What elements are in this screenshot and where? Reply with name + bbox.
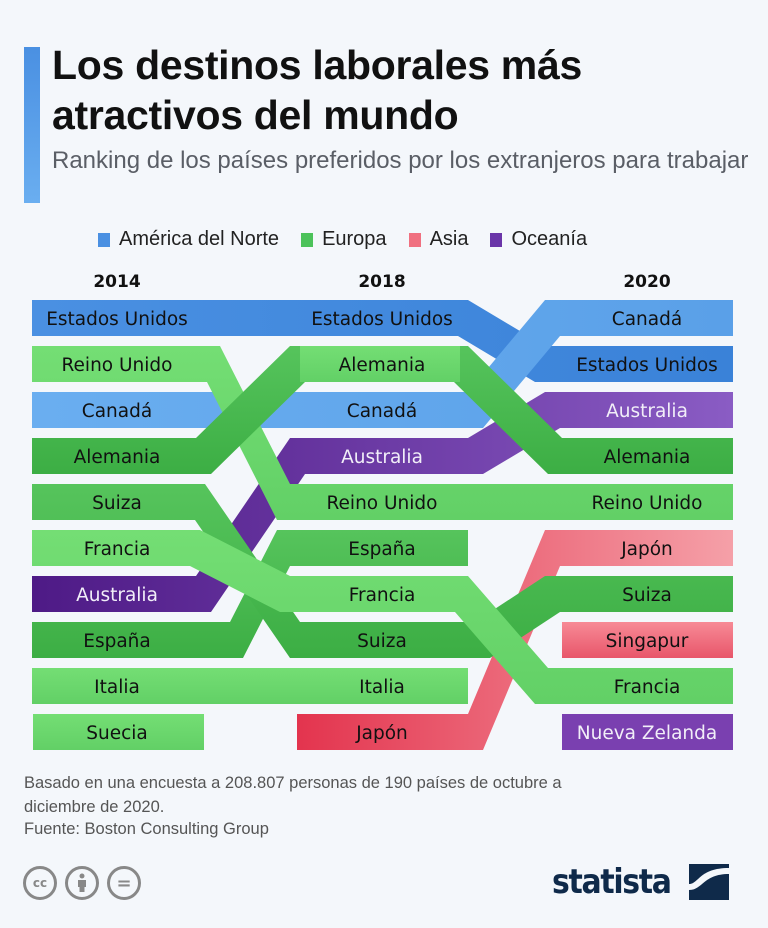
label-2020-2: Estados Unidos	[576, 355, 718, 376]
label-2020-3: Australia	[606, 401, 688, 422]
survey-note: Basado en una encuesta a 208.807 persona…	[24, 774, 562, 816]
label-2020-4: Alemania	[604, 447, 691, 468]
band-suecia	[33, 714, 204, 750]
band-singapur	[562, 622, 733, 658]
legend-label: América del Norte	[119, 228, 280, 250]
label-2014-2: Reino Unido	[62, 355, 173, 376]
label-2018-9: Italia	[359, 677, 405, 698]
label-2014-8: España	[83, 631, 150, 652]
label-2020-8: Singapur	[606, 631, 689, 652]
legend: América del Norte Europa Asia Oceanía	[98, 228, 587, 251]
band-reino-unido	[32, 346, 733, 520]
band-canada	[32, 300, 733, 428]
year-label-2014: 2014	[93, 272, 141, 292]
band-alemania-2018-highlight	[300, 346, 460, 382]
legend-item-europe: Europa	[301, 228, 387, 251]
legend-swatch-icon	[301, 232, 314, 247]
label-2014-6: Francia	[84, 539, 151, 560]
label-2020-5: Reino Unido	[592, 493, 703, 514]
label-2020-10: Nueva Zelanda	[577, 723, 717, 744]
page-title: Los destinos laborales más atractivos de…	[52, 42, 582, 138]
label-2020-6: Japón	[620, 539, 673, 560]
legend-swatch-icon	[98, 232, 110, 247]
label-2018-8: Suiza	[357, 631, 407, 652]
legend-item-asia: Asia	[408, 228, 469, 251]
statista-logo-icon	[688, 864, 729, 900]
legend-item-north-america: América del Norte	[98, 228, 279, 251]
label-2020-9: Francia	[614, 677, 681, 698]
source-note: Fuente: Boston Consulting Group	[24, 820, 269, 838]
legend-swatch-icon	[408, 232, 421, 247]
label-2018-6: España	[348, 539, 415, 560]
brand-name: statista	[552, 862, 672, 902]
legend-label: Asia	[429, 228, 469, 250]
band-alemania	[32, 346, 733, 474]
legend-label: Oceanía	[511, 228, 588, 250]
year-label-2020: 2020	[623, 272, 671, 292]
band-francia	[32, 530, 733, 704]
label-2014-5: Suiza	[92, 493, 142, 514]
legend-item-oceania: Oceanía	[490, 228, 587, 251]
legend-label: Europa	[322, 228, 387, 250]
label-2014-4: Alemania	[74, 447, 161, 468]
person-icon	[78, 873, 86, 892]
label-2020-7: Suiza	[622, 585, 672, 606]
year-label-2018: 2018	[358, 272, 406, 292]
label-2018-3: Canadá	[347, 401, 417, 422]
label-2018-5: Reino Unido	[327, 493, 438, 514]
label-2018-4: Australia	[341, 447, 423, 468]
band-australia	[32, 392, 733, 612]
label-2018-2: Alemania	[339, 355, 426, 376]
band-nueva-zelanda	[562, 714, 733, 750]
cc-icon[interactable]: cc	[23, 866, 57, 900]
label-2014-3: Canadá	[82, 401, 152, 422]
legend-swatch-icon	[490, 232, 503, 247]
label-2014-10: Suecia	[86, 723, 148, 744]
band-suiza	[32, 484, 733, 658]
label-2014-7: Australia	[76, 585, 158, 606]
label-2020-1: Canadá	[612, 309, 682, 330]
label-2018-7: Francia	[349, 585, 416, 606]
label-2018-10: Japón	[355, 723, 408, 744]
nd-icon-text: =	[116, 872, 132, 894]
statista-logo[interactable]: statista	[552, 862, 729, 902]
by-icon[interactable]	[65, 866, 99, 900]
label-2014-9: Italia	[94, 677, 140, 698]
cc-icon-text: cc	[32, 876, 48, 890]
license-icons: cc =	[23, 866, 141, 900]
label-2014-1: Estados Unidos	[46, 309, 188, 330]
label-2018-1: Estados Unidos	[311, 309, 453, 330]
band-italia	[32, 668, 468, 704]
band-estados-unidos	[32, 300, 733, 382]
nd-icon[interactable]: =	[107, 866, 141, 900]
page-subtitle: Ranking de los países preferidos por los…	[52, 147, 749, 174]
title-accent-bar	[24, 47, 40, 203]
